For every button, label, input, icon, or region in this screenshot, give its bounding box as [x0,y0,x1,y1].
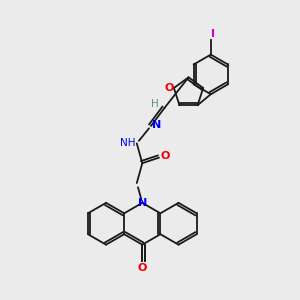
Text: NH: NH [120,138,136,148]
Text: N: N [152,120,161,130]
Text: O: O [138,263,147,273]
Text: N: N [138,198,147,208]
Text: O: O [161,151,170,160]
Text: O: O [165,83,174,93]
Text: I: I [211,29,215,39]
Text: H: H [151,99,158,109]
